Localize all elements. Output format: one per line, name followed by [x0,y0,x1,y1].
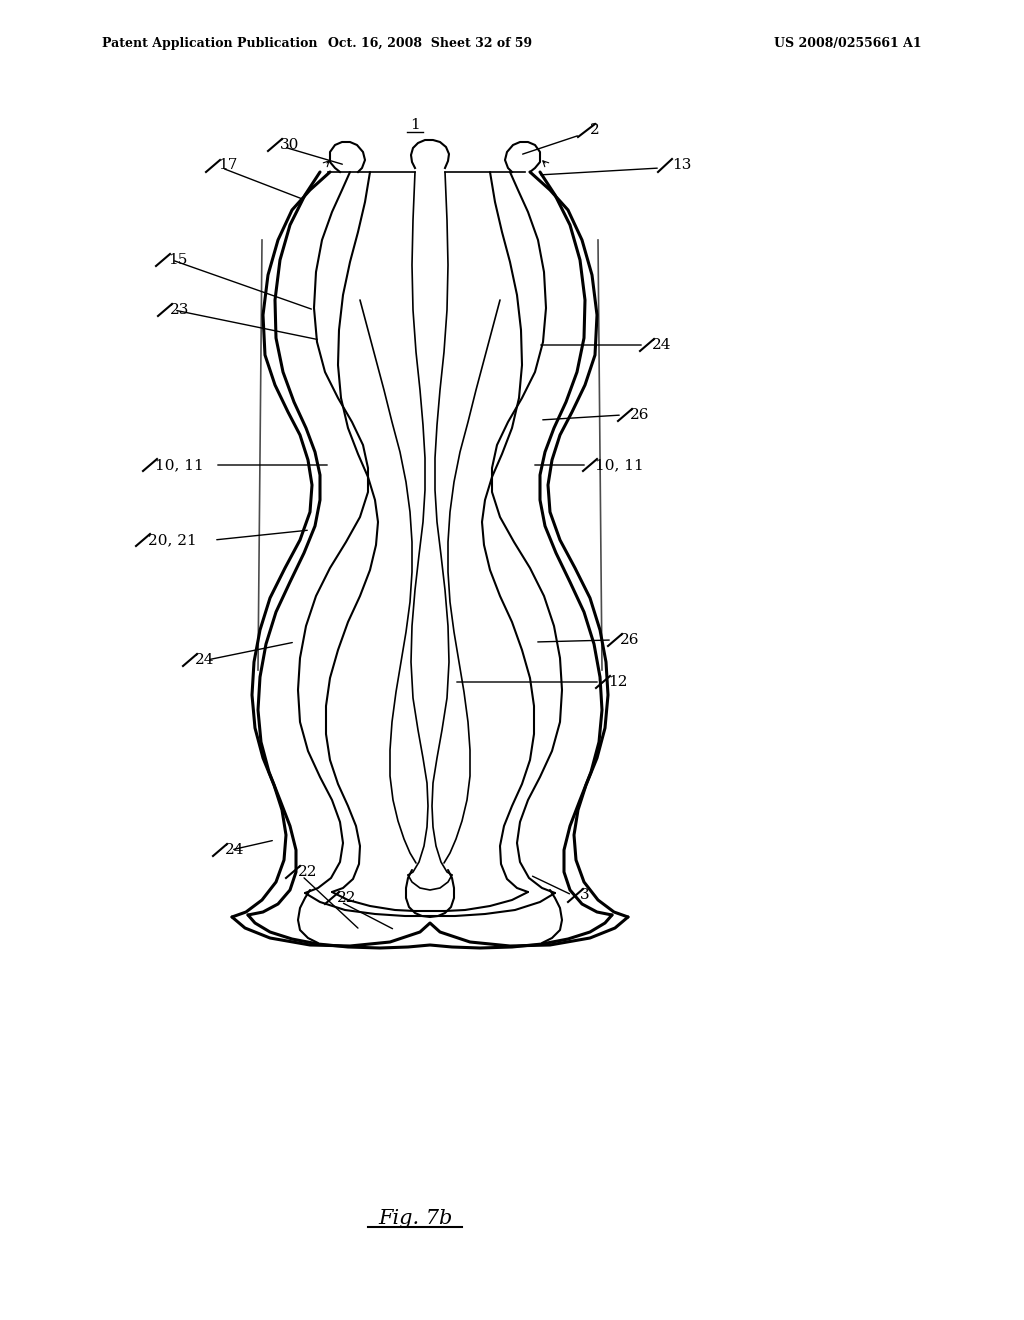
Text: 30: 30 [280,139,299,152]
Text: 10, 11: 10, 11 [155,458,204,473]
Text: 13: 13 [672,158,691,172]
Text: 1: 1 [411,117,420,132]
Text: 22: 22 [298,865,317,879]
Text: 17: 17 [218,158,238,172]
Text: 24: 24 [195,653,214,667]
Text: 26: 26 [620,634,640,647]
Text: 26: 26 [630,408,649,422]
Text: Patent Application Publication: Patent Application Publication [102,37,317,50]
Text: Oct. 16, 2008  Sheet 32 of 59: Oct. 16, 2008 Sheet 32 of 59 [328,37,532,50]
Text: US 2008/0255661 A1: US 2008/0255661 A1 [774,37,922,50]
Text: Fig. 7b: Fig. 7b [378,1209,453,1228]
Text: 20, 21: 20, 21 [148,533,197,546]
Text: 24: 24 [652,338,672,352]
Text: 12: 12 [608,675,628,689]
Text: 23: 23 [170,304,189,317]
Text: 22: 22 [337,891,356,906]
Text: 15: 15 [168,253,187,267]
Text: 3: 3 [580,888,590,902]
Text: 24: 24 [225,843,245,857]
Text: 10, 11: 10, 11 [595,458,644,473]
Text: 2: 2 [590,123,600,137]
